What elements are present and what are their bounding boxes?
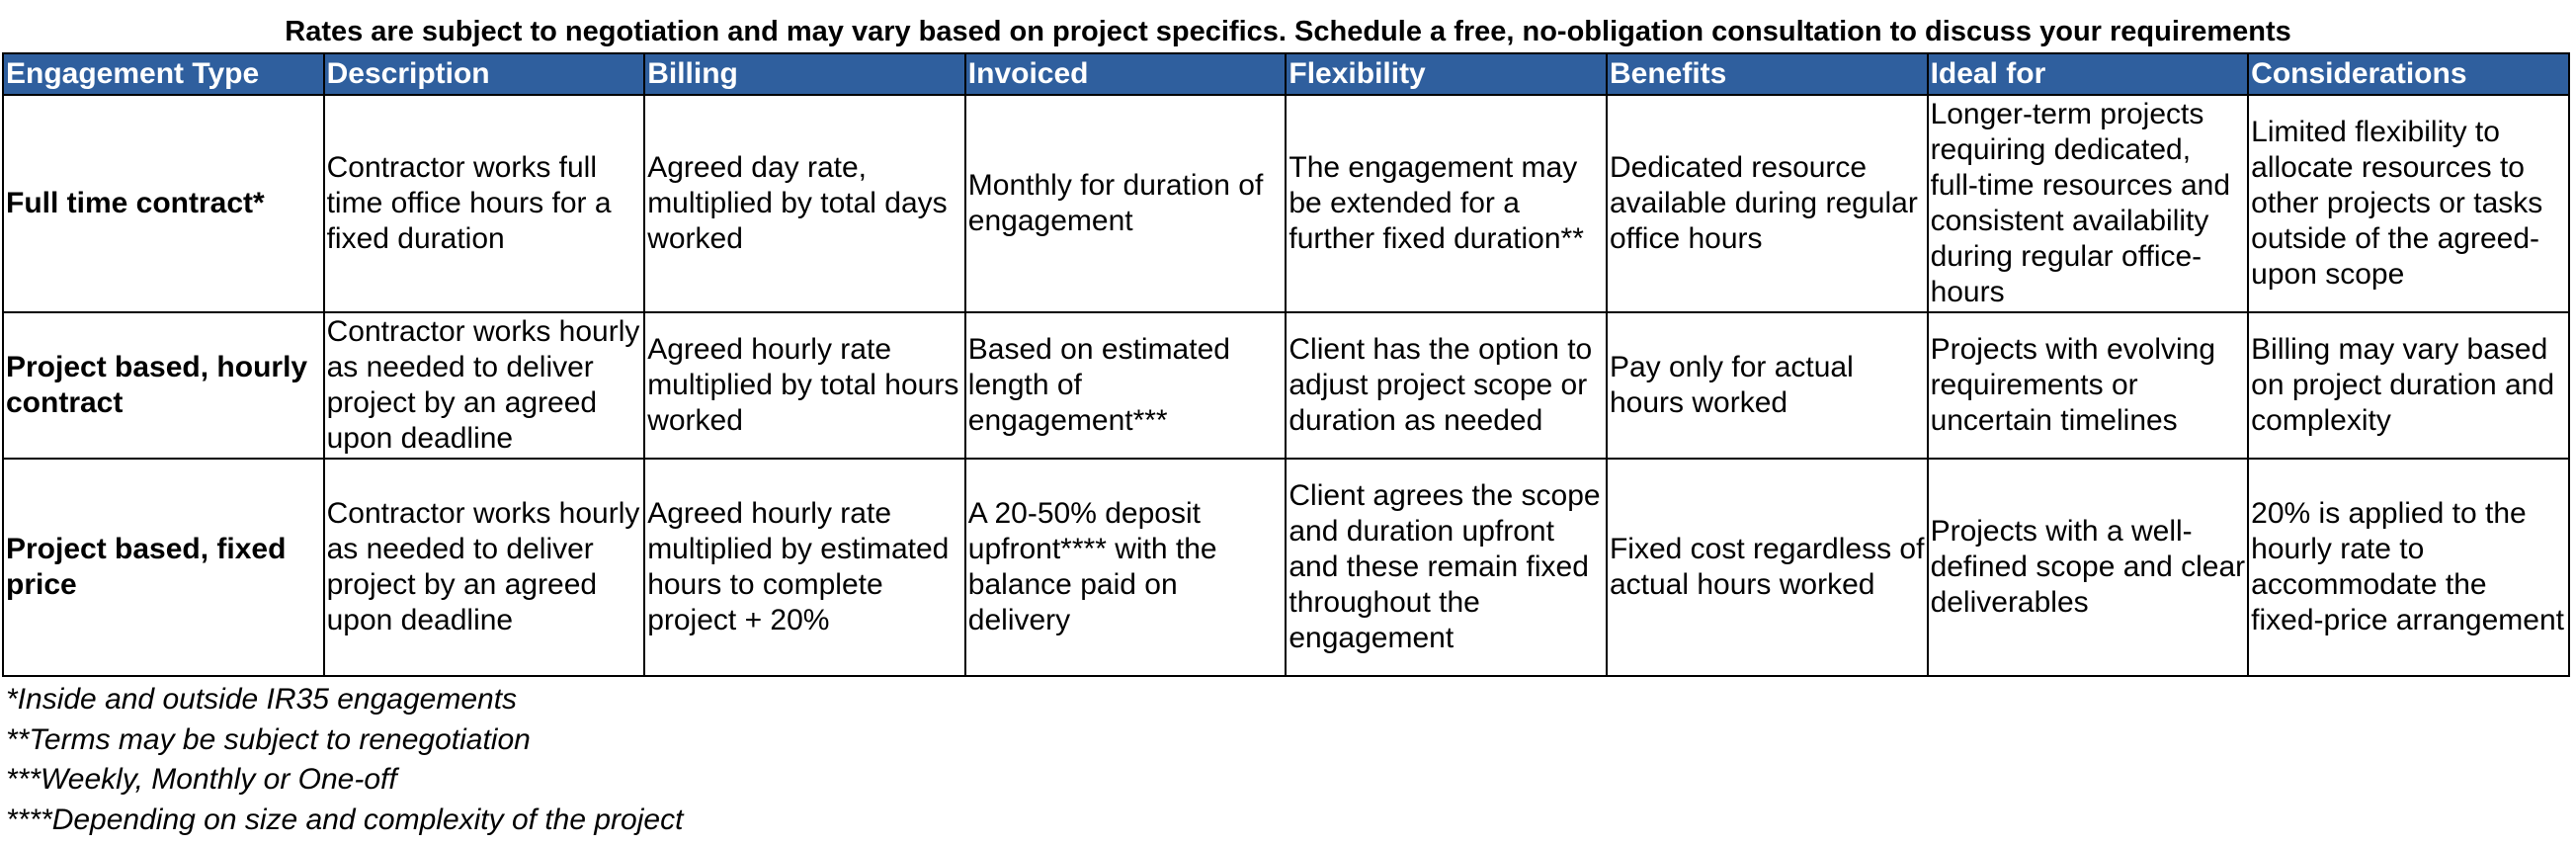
cell-invoiced: A 20-50% deposit upfront**** with the ba… xyxy=(963,458,1288,677)
cell-considerations: Limited flexibility to allocate resource… xyxy=(2247,94,2570,313)
footnotes: *Inside and outside IR35 engagements **T… xyxy=(6,680,683,840)
cell-billing: Agreed hourly rate multiplied by total h… xyxy=(643,311,966,460)
cell-billing: Agreed hourly rate multiplied by estimat… xyxy=(643,458,966,677)
footnote: ****Depending on size and complexity of … xyxy=(6,803,684,836)
cell-considerations: 20% is applied to the hourly rate to acc… xyxy=(2247,458,2570,677)
cell-ideal-for: Projects with evolving requirements or u… xyxy=(1926,311,2250,460)
cell-flexibility: Client agrees the scope and duration upf… xyxy=(1285,458,1608,677)
cell-considerations: Billing may vary based on project durati… xyxy=(2247,311,2570,460)
header-invoiced: Invoiced xyxy=(963,52,1288,96)
cell-benefits: Fixed cost regardless of actual hours wo… xyxy=(1605,458,1929,677)
header-billing: Billing xyxy=(643,52,966,96)
rates-table: Engagement Type Description Billing Invo… xyxy=(2,52,2570,677)
header-description: Description xyxy=(322,52,646,96)
cell-engagement-type: Full time contract* xyxy=(2,94,325,313)
cell-description: Contractor works full time office hours … xyxy=(322,94,646,313)
header-considerations: Considerations xyxy=(2247,52,2570,96)
cell-engagement-type: Project based, hourly contract xyxy=(2,311,325,460)
cell-invoiced: Based on estimated length of engagement*… xyxy=(963,311,1288,460)
cell-billing: Agreed day rate, multiplied by total day… xyxy=(643,94,966,313)
table-row: Project based, hourly contract Contracto… xyxy=(2,311,2570,460)
cell-ideal-for: Projects with a well-defined scope and c… xyxy=(1926,458,2250,677)
cell-description: Contractor works hourly as needed to del… xyxy=(322,458,646,677)
cell-ideal-for: Longer-term projects requiring dedicated… xyxy=(1926,94,2250,313)
table-row: Full time contract* Contractor works ful… xyxy=(2,94,2570,313)
header-ideal-for: Ideal for xyxy=(1926,52,2250,96)
header-flexibility: Flexibility xyxy=(1285,52,1608,96)
footnote: *Inside and outside IR35 engagements xyxy=(6,683,518,716)
cell-benefits: Pay only for actual hours worked xyxy=(1605,311,1929,460)
header-engagement-type: Engagement Type xyxy=(2,52,325,96)
header-row: Engagement Type Description Billing Invo… xyxy=(2,52,2570,96)
cell-flexibility: Client has the option to adjust project … xyxy=(1285,311,1608,460)
table-row: Project based, fixed price Contractor wo… xyxy=(2,458,2570,677)
cell-flexibility: The engagement may be extended for a fur… xyxy=(1285,94,1608,313)
page-title: Rates are subject to negotiation and may… xyxy=(285,16,2291,47)
cell-benefits: Dedicated resource available during regu… xyxy=(1605,94,1929,313)
cell-invoiced: Monthly for duration of engagement xyxy=(963,94,1288,313)
cell-engagement-type: Project based, fixed price xyxy=(2,458,325,677)
header-benefits: Benefits xyxy=(1605,52,1929,96)
footnote: **Terms may be subject to renegotiation xyxy=(6,722,531,756)
cell-description: Contractor works hourly as needed to del… xyxy=(322,311,646,460)
footnote: ***Weekly, Monthly or One-off xyxy=(6,763,397,796)
